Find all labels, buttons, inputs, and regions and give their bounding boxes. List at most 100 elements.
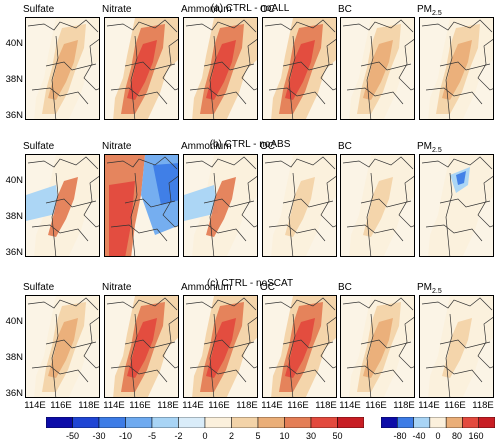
colorbar-label: 160: [468, 431, 484, 441]
colorbar-swatch: [151, 417, 179, 428]
panel-title: Ammonium: [181, 282, 232, 293]
colorbar-swatch: [478, 417, 495, 428]
map-panel: [340, 154, 415, 257]
x-tick-label: 118E: [236, 400, 258, 411]
map-panel: [340, 295, 415, 398]
colorbar-label: 0: [435, 431, 441, 441]
panel-title: Nitrate: [102, 141, 132, 152]
colorbar-label: 50: [332, 431, 343, 441]
colorbar-swatch: [178, 417, 206, 428]
map-panel: [104, 17, 179, 120]
colorbar-pm: [381, 417, 495, 428]
colorbar-swatch: [310, 417, 338, 428]
panel-title: PM2.5: [417, 141, 442, 154]
colorbar-label: -50: [65, 431, 80, 441]
x-tick-label: 118E: [157, 400, 179, 411]
colorbar-label: 0: [202, 431, 208, 441]
x-tick-label: 116E: [208, 400, 230, 411]
y-tick-label: 38N: [5, 352, 23, 363]
colorbar-swatch: [125, 417, 153, 428]
x-tick-label: 116E: [287, 400, 309, 411]
map-panel: [25, 17, 100, 120]
panel-title: BC: [338, 282, 352, 293]
x-tick-label: 114E: [261, 400, 283, 411]
map-panel: [419, 17, 494, 120]
colorbar-label: -2: [174, 431, 183, 441]
colorbar-label: -30: [92, 431, 106, 441]
panel-title: Sulfate: [23, 4, 55, 15]
colorbar-swatch: [445, 417, 463, 428]
map-panel: [419, 154, 494, 257]
colorbar-main: [46, 417, 364, 428]
colorbar-swatch: [257, 417, 285, 428]
map-panel: [25, 295, 100, 398]
panel-title: Nitrate: [102, 4, 132, 15]
colorbar-swatch: [231, 417, 259, 428]
colorbar-swatch: [98, 417, 126, 428]
x-tick-label: 118E: [315, 400, 337, 411]
x-tick-label: 114E: [103, 400, 125, 411]
panel-title: BC: [338, 4, 352, 15]
map-panel: [262, 154, 337, 257]
x-tick-label: 116E: [50, 400, 72, 411]
row-title-a: (a) CTRL - noALL: [210, 3, 290, 14]
panel-title: PM2.5: [417, 4, 442, 17]
colorbar-swatch: [413, 417, 431, 428]
panel-title: BC: [338, 141, 352, 152]
y-tick-label: 38N: [5, 211, 23, 222]
panel-title: Ammonium: [181, 4, 232, 15]
colorbar-swatch: [284, 417, 312, 428]
map-panel: [419, 295, 494, 398]
colorbar-label: -40: [412, 431, 426, 441]
x-tick-label: 114E: [418, 400, 440, 411]
colorbar-swatch: [337, 417, 364, 428]
colorbar-swatch: [462, 417, 479, 428]
y-tick-label: 40N: [5, 38, 23, 49]
x-tick-label: 116E: [444, 400, 466, 411]
panel-title: Sulfate: [23, 282, 55, 293]
panel-title: Sulfate: [23, 141, 55, 152]
panel-title: OC: [260, 4, 275, 15]
x-tick-label: 116E: [129, 400, 151, 411]
colorbar-swatch: [397, 417, 414, 428]
colorbar-label: -5: [147, 431, 157, 441]
y-tick-label: 38N: [5, 74, 23, 85]
y-tick-label: 36N: [5, 110, 23, 121]
x-tick-label: 116E: [365, 400, 387, 411]
colorbar-swatch: [381, 417, 398, 428]
row-title-b: (b) CTRL - noABS: [209, 139, 291, 150]
map-panel: [340, 17, 415, 120]
colorbar-swatch: [46, 417, 73, 428]
map-panel: [104, 154, 179, 257]
colorbar-label: 2: [228, 431, 235, 441]
colorbar-label: 10: [279, 431, 290, 441]
panel-title: Ammonium: [181, 141, 232, 152]
colorbar-label: -80: [393, 431, 407, 441]
colorbar-swatch: [72, 417, 100, 428]
map-panel: [25, 154, 100, 257]
colorbar-swatch: [429, 417, 447, 428]
map-panel: [262, 17, 337, 120]
panel-title: OC: [260, 141, 275, 152]
y-tick-label: 40N: [5, 175, 23, 186]
panel-title: OC: [260, 282, 275, 293]
map-panel: [104, 295, 179, 398]
map-panel: [183, 17, 258, 120]
map-panel: [262, 295, 337, 398]
y-tick-label: 36N: [5, 388, 23, 399]
x-tick-label: 118E: [472, 400, 494, 411]
colorbar-label: -10: [118, 431, 133, 441]
y-tick-label: 40N: [5, 316, 23, 327]
panel-title: PM2.5: [417, 282, 442, 295]
x-tick-label: 118E: [78, 400, 100, 411]
x-tick-label: 118E: [393, 400, 415, 411]
x-tick-label: 114E: [24, 400, 46, 411]
y-tick-label: 36N: [5, 247, 23, 258]
x-tick-label: 114E: [182, 400, 204, 411]
map-panel: [183, 295, 258, 398]
x-tick-label: 114E: [339, 400, 361, 411]
row-title-c: (c) CTRL - noSCAT: [206, 278, 294, 289]
colorbar-label: 5: [255, 431, 261, 441]
colorbar-label: 80: [451, 431, 463, 441]
map-panel: [183, 154, 258, 257]
